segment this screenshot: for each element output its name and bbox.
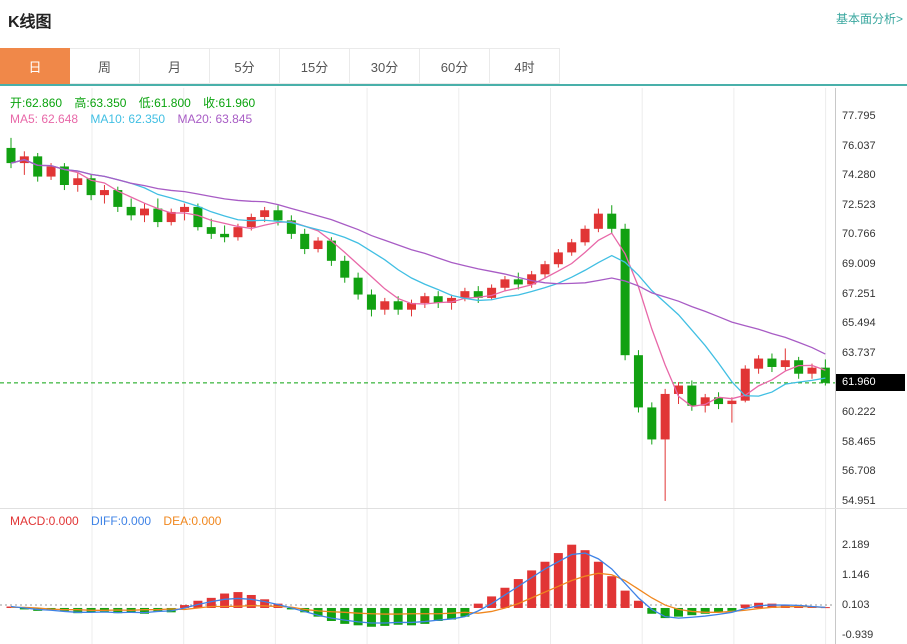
y-axis-label: 54.951	[842, 494, 876, 507]
tab-30min[interactable]: 30分	[350, 48, 420, 84]
macd-axis-label: 1.146	[842, 568, 870, 581]
tab-week[interactable]: 周	[70, 48, 140, 84]
y-axis-label: 69.009	[842, 258, 876, 271]
macd-value: MACD:0.000	[10, 514, 79, 528]
tab-60min[interactable]: 60分	[420, 48, 490, 84]
page-header: K线图 基本面分析>	[0, 0, 907, 36]
kline-chart-panel: 开:62.860 高:63.350 低:61.800 收:61.960 MA5:…	[0, 88, 907, 508]
tab-day[interactable]: 日	[0, 48, 70, 84]
y-axis-label: 77.795	[842, 110, 876, 122]
macd-axis-label: 2.189	[842, 538, 870, 551]
ma5-value: MA5: 62.648	[10, 112, 79, 126]
y-axis-label: 72.523	[842, 198, 876, 211]
candlestick-series	[6, 137, 830, 501]
macd-histogram	[6, 544, 830, 627]
dea-line	[11, 572, 826, 615]
high-value: 高:63.350	[74, 96, 127, 110]
page-title: K线图	[8, 14, 52, 31]
diff-line	[10, 552, 826, 624]
ma20-value: MA20: 63.845	[177, 112, 253, 126]
y-axis-label: 63.737	[842, 346, 876, 359]
y-axis-label: 60.222	[842, 406, 876, 419]
diff-value: DIFF:0.000	[91, 514, 152, 528]
macd-axis: 2.189 1.146 0.103 -0.939	[835, 509, 907, 644]
current-price-badge: 61.960	[836, 373, 905, 391]
y-axis-label: 56.708	[842, 465, 876, 478]
macd-plot[interactable]	[0, 509, 835, 644]
price-axis: 61.960 77.795 76.037 74.280 72.523 70.766 69.…	[835, 88, 907, 508]
tab-5min[interactable]: 5分	[210, 48, 280, 84]
tab-4hour[interactable]: 4时	[490, 48, 560, 84]
macd-axis-label: -0.939	[842, 629, 874, 642]
tab-month[interactable]: 月	[140, 48, 210, 84]
ma20-line	[10, 159, 826, 355]
ma10-value: MA10: 62.350	[90, 112, 166, 126]
macd-panel: MACD:0.000 DIFF:0.000 DEA:0.000 2.189 1.1…	[0, 508, 907, 644]
y-axis-label: 74.280	[842, 169, 876, 182]
ma5-line	[10, 159, 826, 408]
open-value: 开:62.860	[10, 96, 63, 110]
macd-axis-label: 0.103	[842, 599, 870, 611]
ma10-line	[10, 159, 826, 397]
tab-15min[interactable]: 15分	[280, 48, 350, 84]
low-value: 低:61.800	[138, 96, 191, 110]
macd-gridlines	[91, 509, 827, 644]
fundamental-analysis-link[interactable]: 基本面分析>	[835, 12, 903, 26]
y-axis-label: 70.766	[842, 228, 876, 241]
y-axis-label: 76.037	[842, 139, 876, 152]
dea-value: DEA:0.000	[163, 514, 222, 528]
ohlc-legend: 开:62.860 高:63.350 低:61.800 收:61.960	[10, 94, 264, 111]
main-gridlines	[91, 88, 827, 508]
y-axis-label: 65.494	[842, 317, 876, 330]
kline-plot[interactable]	[0, 88, 835, 508]
ma-legend: MA5: 62.648 MA10: 62.350 MA20: 63.845	[10, 112, 261, 126]
y-axis-label: 67.251	[842, 287, 876, 300]
macd-legend: MACD:0.000 DIFF:0.000 DEA:0.000	[10, 514, 230, 528]
close-value: 收:61.960	[203, 96, 256, 110]
timeframe-tabs: 日周月 5分 15分 30分 60分 4时	[0, 48, 907, 86]
y-axis-label: 58.465	[842, 435, 876, 448]
